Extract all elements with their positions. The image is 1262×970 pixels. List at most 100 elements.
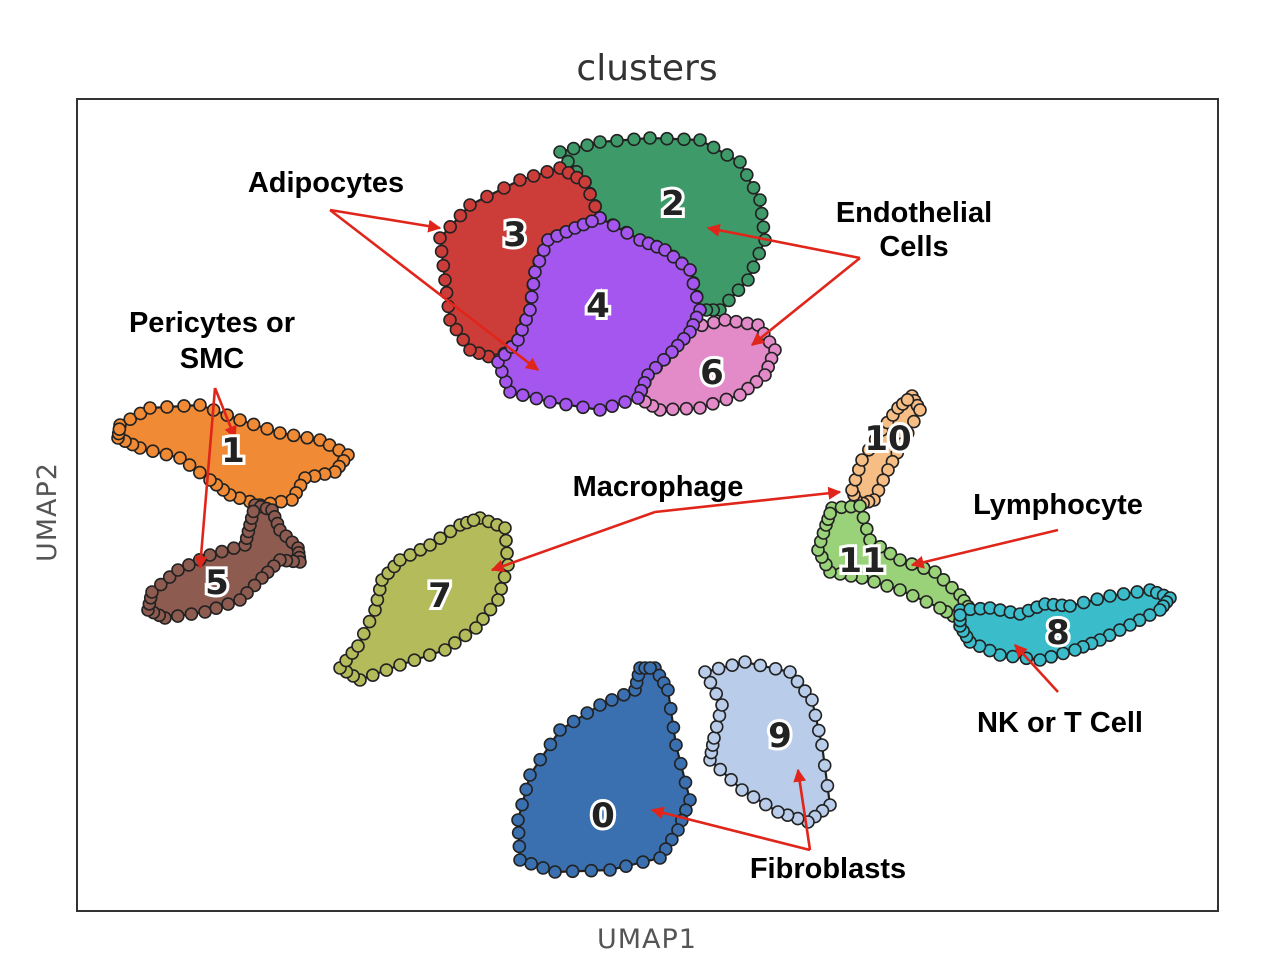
cluster-9-point [805, 693, 819, 707]
cluster-7-point [393, 658, 407, 672]
annotation-3: Pericytes or SMC [129, 307, 295, 375]
cluster-2-label: 2 [661, 184, 685, 224]
annotation-2-line: Endothelial [836, 197, 992, 229]
annotation-7-arrow [650, 806, 811, 852]
cluster-1-point [146, 444, 160, 459]
cluster-7-point [422, 648, 437, 662]
cluster-8-point [1116, 587, 1131, 601]
cluster-9-point [709, 719, 724, 734]
cluster-3-point [583, 187, 597, 202]
cluster-0-point [605, 693, 619, 707]
cluster-0-point [603, 863, 617, 877]
cluster-10-point [907, 414, 921, 429]
cluster-9-point [808, 708, 823, 723]
cluster-7-point [494, 581, 509, 596]
cluster-7-point [476, 612, 490, 626]
cluster-1-point [300, 430, 315, 445]
cluster-11-point [893, 553, 907, 567]
cluster-0-point [548, 865, 562, 879]
cluster-5-points [141, 498, 307, 625]
annotation-4-arrow [654, 486, 842, 514]
cluster-7-point [407, 653, 422, 668]
annotation-2-arrow [750, 256, 861, 347]
cluster-4-point [683, 263, 697, 277]
cluster-1-point [286, 428, 301, 443]
cluster-11-point [863, 533, 877, 547]
cluster-7-point [498, 521, 512, 535]
cluster-4-point [559, 397, 573, 412]
cluster-3-label: 3 [503, 215, 527, 255]
cluster-0-label: 0 [591, 796, 615, 836]
cluster-1-label: 1 [221, 431, 245, 471]
cluster-3-point [443, 313, 457, 327]
annotation-4: Macrophage [573, 471, 744, 503]
cluster-5-point [227, 541, 241, 556]
cluster-4-point [523, 303, 537, 317]
cluster-1-point [182, 458, 197, 472]
cluster-1-points [111, 398, 355, 512]
annotation-1: Adipocytes [248, 167, 404, 199]
cluster-9-point [758, 797, 773, 812]
cluster-9-point [707, 731, 721, 745]
cluster-3-point [463, 343, 477, 357]
cluster-7-point [438, 643, 452, 657]
y-axis-label: UMAP2 [32, 462, 63, 562]
cluster-7-point [448, 636, 462, 650]
annotations-layer: Adipocytes Endothelial Cells Pericytes or SM… [129, 167, 1143, 885]
cluster-0-point [669, 738, 683, 752]
annotation-7-arrow [793, 768, 812, 851]
cluster-1-point [233, 413, 247, 427]
cluster-3-point [463, 198, 477, 212]
cluster-9-point [771, 805, 785, 819]
cluster-1-point [260, 422, 275, 436]
cluster-3-point [497, 181, 511, 195]
cluster-6-point [718, 313, 732, 327]
cluster-labels-layer: 0 9 1 5 7 10 11 8 2 3 6 4 [202, 181, 1073, 839]
cluster-0-point [511, 825, 526, 840]
annotation-5: Lymphocyte [973, 489, 1143, 521]
cluster-11-point [933, 601, 947, 615]
cluster-2-point [553, 145, 567, 159]
cluster-7-point [466, 513, 481, 528]
cluster-0-point [643, 661, 658, 675]
cluster-2-point [753, 193, 767, 207]
cluster-3-point [433, 231, 447, 245]
cluster-5-label: 5 [205, 563, 229, 603]
cluster-0-point [665, 832, 679, 847]
cluster-7-point [497, 570, 512, 584]
cluster-8-point [1130, 585, 1144, 599]
cluster-11-point [853, 499, 867, 513]
annotation-4-arrow [490, 510, 656, 573]
cluster-7-point [443, 524, 458, 539]
cluster-2-point [677, 132, 691, 147]
annotation-2-arrow [706, 223, 861, 260]
cluster-4-point [515, 388, 530, 403]
cluster-2-point [706, 140, 721, 155]
cluster-5-point [154, 577, 168, 592]
cluster-2-point [627, 132, 641, 147]
annotation-2: Endothelial Cells [836, 197, 992, 263]
cluster-5-point [215, 544, 229, 559]
cluster-0-point [666, 720, 681, 735]
cluster-9-point [735, 783, 749, 797]
cluster-2-point [593, 135, 607, 149]
cluster-9-point [725, 658, 740, 673]
cluster-0-point [584, 863, 599, 878]
cluster-7-point [356, 626, 371, 641]
cluster-5-point [221, 597, 235, 611]
cluster-9-point [715, 698, 729, 712]
cluster-11-point [893, 583, 907, 597]
cluster-6-label: 6 [700, 353, 724, 393]
cluster-0-point [636, 855, 650, 869]
cluster-0-point [566, 714, 581, 729]
cluster-4-point [657, 353, 671, 367]
cluster-8-point [1056, 646, 1070, 661]
cluster-3-point [456, 332, 471, 347]
cluster-4-point [665, 345, 679, 359]
cluster-6-point [679, 401, 694, 416]
cluster-11-point [880, 579, 894, 593]
cluster-9-point [817, 758, 832, 773]
cluster-0-point [519, 782, 533, 797]
annotation-1-arrow [329, 208, 442, 233]
